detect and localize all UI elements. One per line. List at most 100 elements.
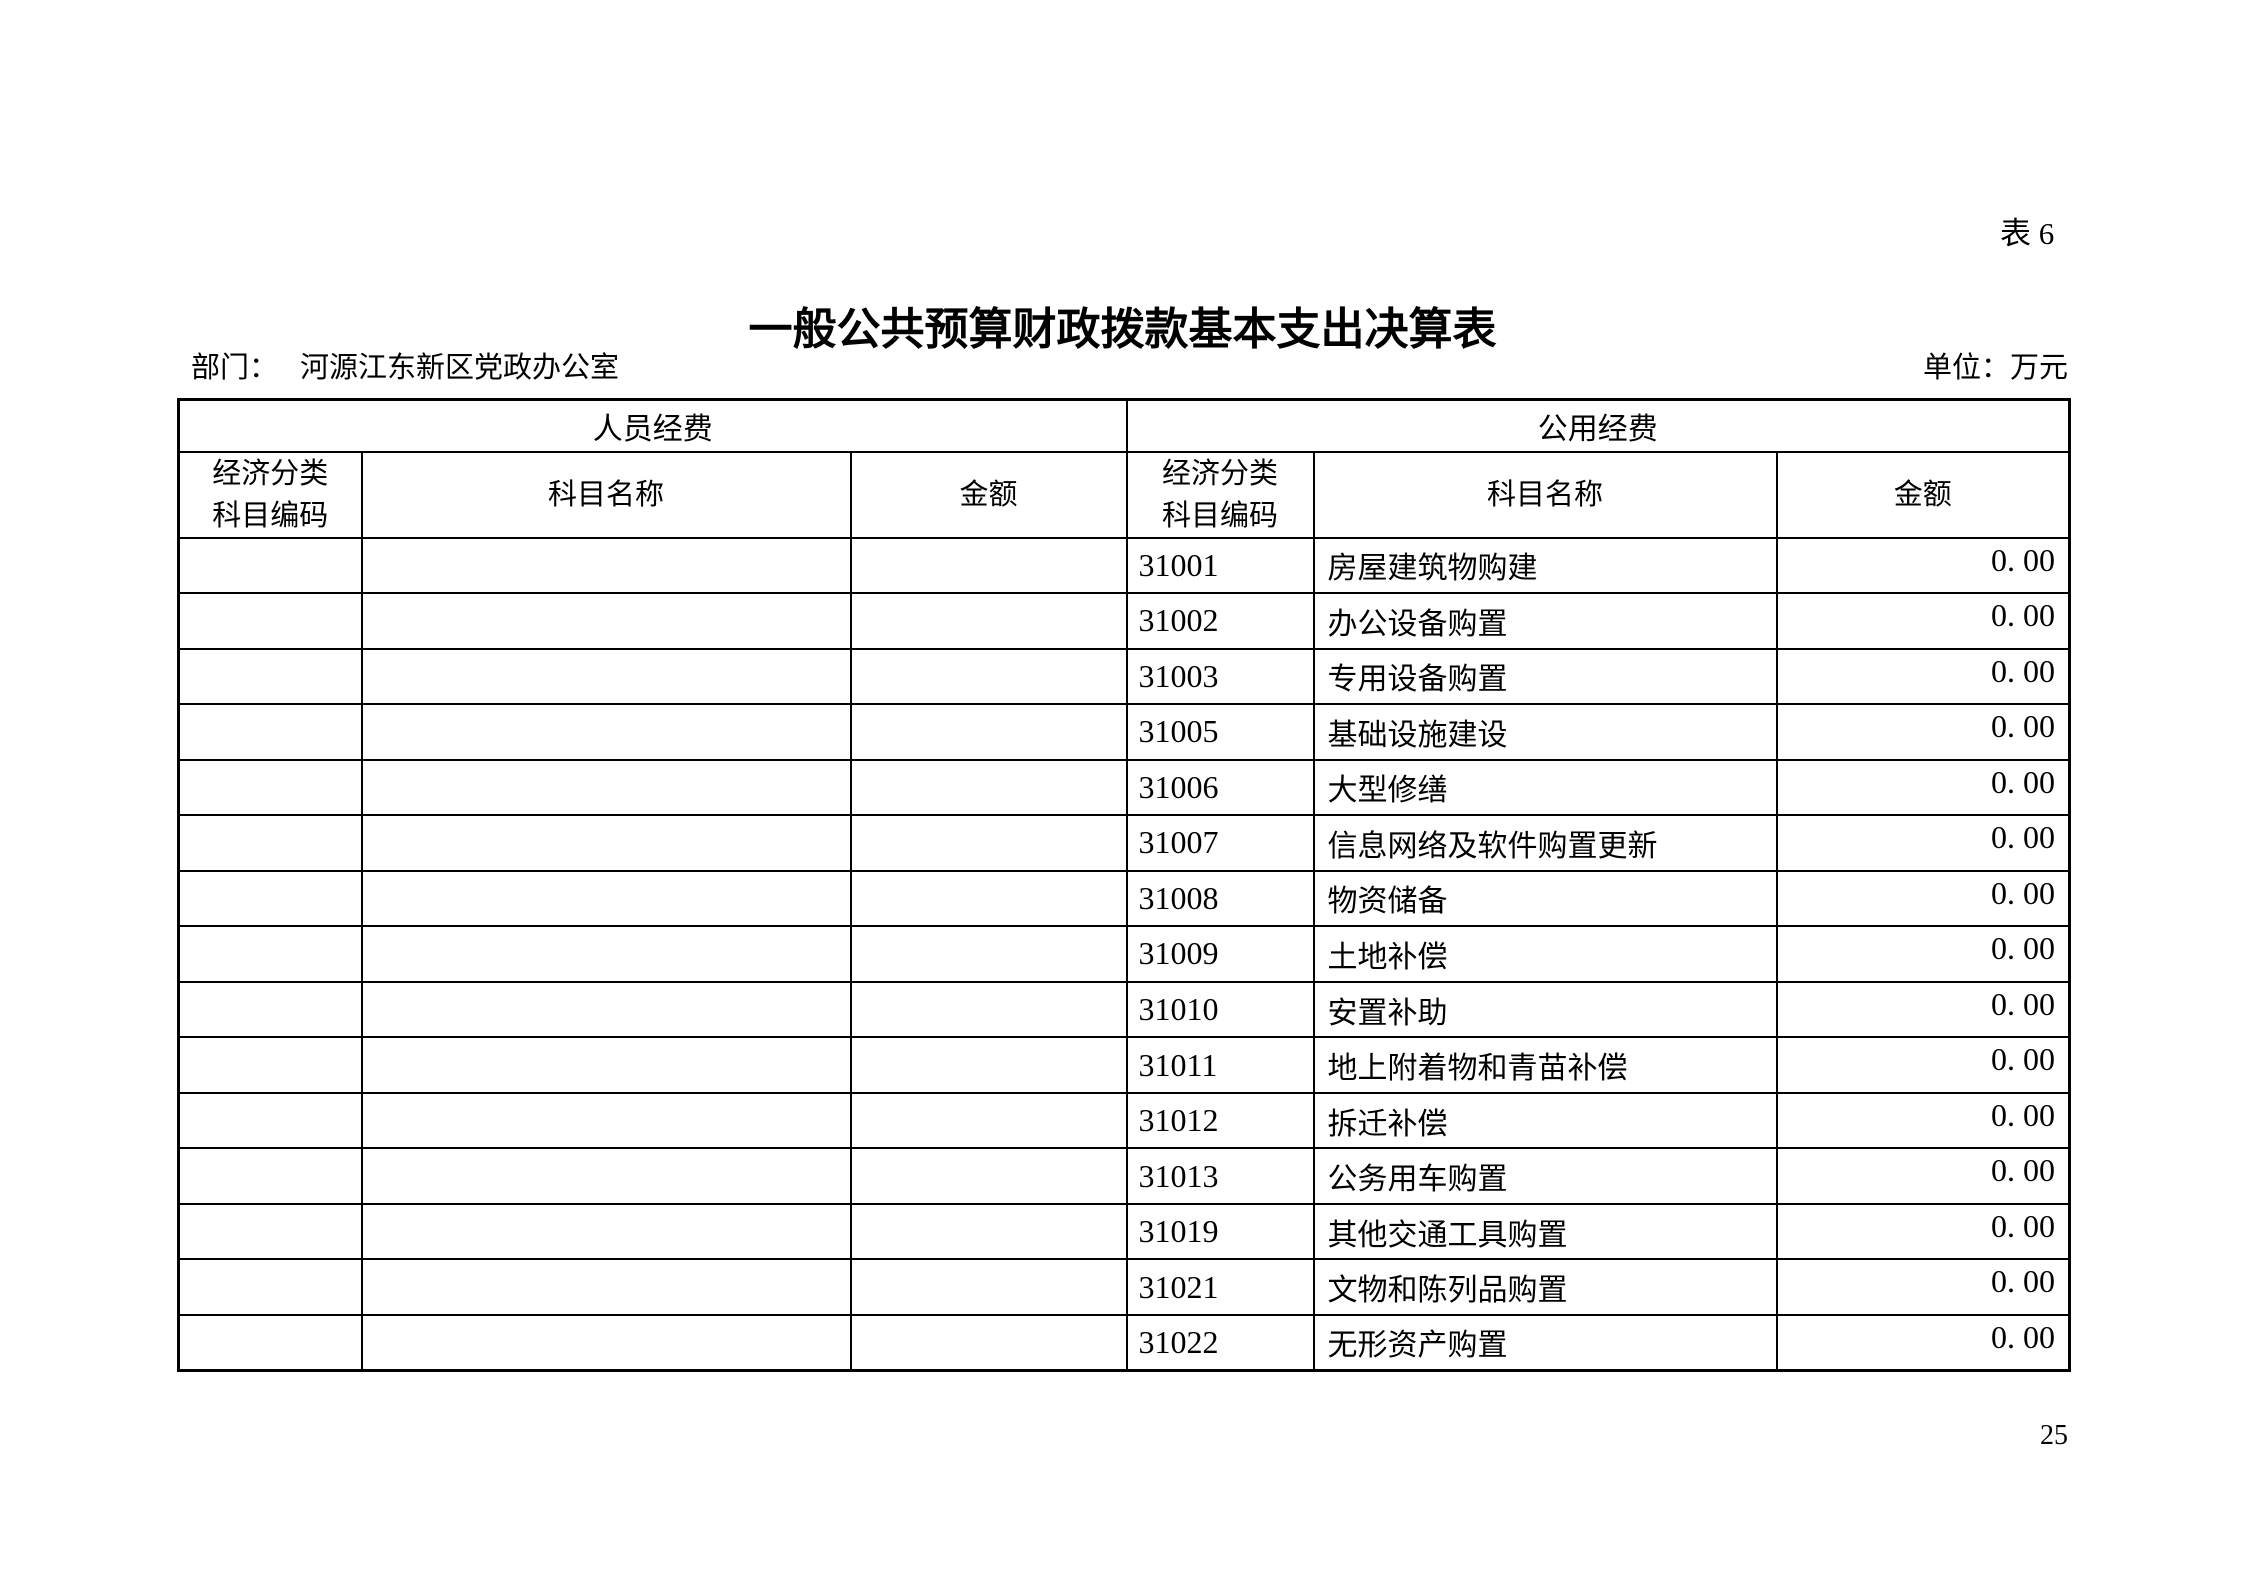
amount-cell: 0. 00 [1775,925,2071,983]
name-cell: 专用设备购置 [1312,647,1778,706]
code-cell: 31007 [1125,814,1315,872]
left-name-cell [360,925,852,983]
name-cell: 土地补偿 [1312,925,1778,983]
left-amount-cell [849,647,1128,706]
left-name-cell [360,703,852,761]
code-cell: 31010 [1125,980,1315,1039]
table-row: 31021 文物和陈列品购置 0. 00 [177,1258,2071,1316]
table-row: 31013 公务用车购置 0. 00 [177,1147,2071,1205]
column-header-left-amount: 金额 [849,450,1128,539]
left-amount-cell [849,1036,1128,1094]
name-cell: 其他交通工具购置 [1312,1202,1778,1261]
budget-table: 人员经费 公用经费 经济分类 科目编码 科目名称 金额 经济分类 科目编码 科目… [177,398,2072,1372]
amount-cell: 0. 00 [1775,1202,2071,1261]
table-row: 31003 专用设备购置 0. 00 [177,647,2071,706]
name-cell: 信息网络及软件购置更新 [1312,814,1778,872]
left-amount-cell [849,1147,1128,1205]
code-cell: 31011 [1125,1036,1315,1094]
code-cell: 31005 [1125,703,1315,761]
left-code-cell [177,1202,363,1261]
left-name-cell [360,869,852,928]
name-cell: 地上附着物和青苗补偿 [1312,1036,1778,1094]
amount-cell: 0. 00 [1775,647,2071,706]
column-header-left-name: 科目名称 [360,450,852,539]
table-row: 31012 拆迁补偿 0. 00 [177,1091,2071,1150]
table-row: 31022 无形资产购置 0. 00 [177,1313,2071,1372]
name-cell: 安置补助 [1312,980,1778,1039]
left-name-cell [360,1258,852,1316]
table-number-label: 表 6 [2000,216,2055,251]
amount-cell: 0. 00 [1775,703,2071,761]
left-code-cell [177,536,363,595]
table-row: 31011 地上附着物和青苗补偿 0. 00 [177,1036,2071,1094]
amount-cell: 0. 00 [1775,758,2071,817]
code-cell: 31019 [1125,1202,1315,1261]
code-cell: 31008 [1125,869,1315,928]
left-code-cell [177,1091,363,1150]
unit-label: 单位：万元 [1922,352,2068,384]
left-amount-cell [849,592,1128,650]
name-cell: 物资储备 [1312,869,1778,928]
left-name-cell [360,536,852,595]
code-cell: 31009 [1125,925,1315,983]
name-cell: 公务用车购置 [1312,1147,1778,1205]
left-amount-cell [849,814,1128,872]
amount-cell: 0. 00 [1775,1258,2071,1316]
code-cell: 31002 [1125,592,1315,650]
page-title: 一般公共预算财政拨款基本支出决算表 [748,304,1497,356]
left-name-cell [360,980,852,1039]
left-amount-cell [849,869,1128,928]
left-code-cell [177,647,363,706]
left-code-cell [177,592,363,650]
page-number: 25 [2040,1420,2068,1451]
amount-cell: 0. 00 [1775,1313,2071,1372]
table-row: 31002 办公设备购置 0. 00 [177,592,2071,650]
name-cell: 文物和陈列品购置 [1312,1258,1778,1316]
left-amount-cell [849,980,1128,1039]
code-cell: 31003 [1125,647,1315,706]
department-value: 河源江东新区党政办公室 [300,352,620,384]
table-row: 31008 物资储备 0. 00 [177,869,2071,928]
left-amount-cell [849,758,1128,817]
department-line: 部门： 河源江东新区党政办公室 [191,350,619,386]
left-code-cell [177,1036,363,1094]
table-meta-row: 部门： 河源江东新区党政办公室 单位：万元 [177,350,2068,390]
column-header-right-name: 科目名称 [1312,450,1778,539]
name-cell: 办公设备购置 [1312,592,1778,650]
code-header-line2: 科目编码 [1162,499,1279,532]
code-cell: 31012 [1125,1091,1315,1150]
code-cell: 31013 [1125,1147,1315,1205]
left-name-cell [360,814,852,872]
code-cell: 31021 [1125,1258,1315,1316]
column-header-left-code: 经济分类 科目编码 [177,450,363,539]
left-amount-cell [849,1202,1128,1261]
group-header-public: 公用经费 [1125,398,2071,453]
table-row: 31005 基础设施建设 0. 00 [177,703,2071,761]
amount-cell: 0. 00 [1775,536,2071,595]
table-body: 31001 房屋建筑物购建 0. 00 31002 办公设备购置 0. 00 31003 专用… [177,536,2071,1372]
left-amount-cell [849,1091,1128,1150]
left-amount-cell [849,536,1128,595]
table-row: 31007 信息网络及软件购置更新 0. 00 [177,814,2071,872]
left-name-cell [360,647,852,706]
group-header-row: 人员经费 公用经费 [177,398,2071,453]
left-name-cell [360,1202,852,1261]
table-row: 31019 其他交通工具购置 0. 00 [177,1202,2071,1261]
amount-cell: 0. 00 [1775,980,2071,1039]
left-amount-cell [849,1313,1128,1372]
left-name-cell [360,592,852,650]
column-header-right-code: 经济分类 科目编码 [1125,450,1315,539]
left-amount-cell [849,925,1128,983]
left-code-cell [177,869,363,928]
name-cell: 大型修缮 [1312,758,1778,817]
column-header-row: 经济分类 科目编码 科目名称 金额 经济分类 科目编码 科目名称 金额 [177,450,2071,539]
amount-cell: 0. 00 [1775,592,2071,650]
left-code-cell [177,703,363,761]
left-code-cell [177,1258,363,1316]
amount-cell: 0. 00 [1775,869,2071,928]
code-header-line1: 经济分类 [1162,457,1279,490]
left-name-cell [360,1313,852,1372]
left-code-cell [177,1313,363,1372]
left-name-cell [360,1091,852,1150]
